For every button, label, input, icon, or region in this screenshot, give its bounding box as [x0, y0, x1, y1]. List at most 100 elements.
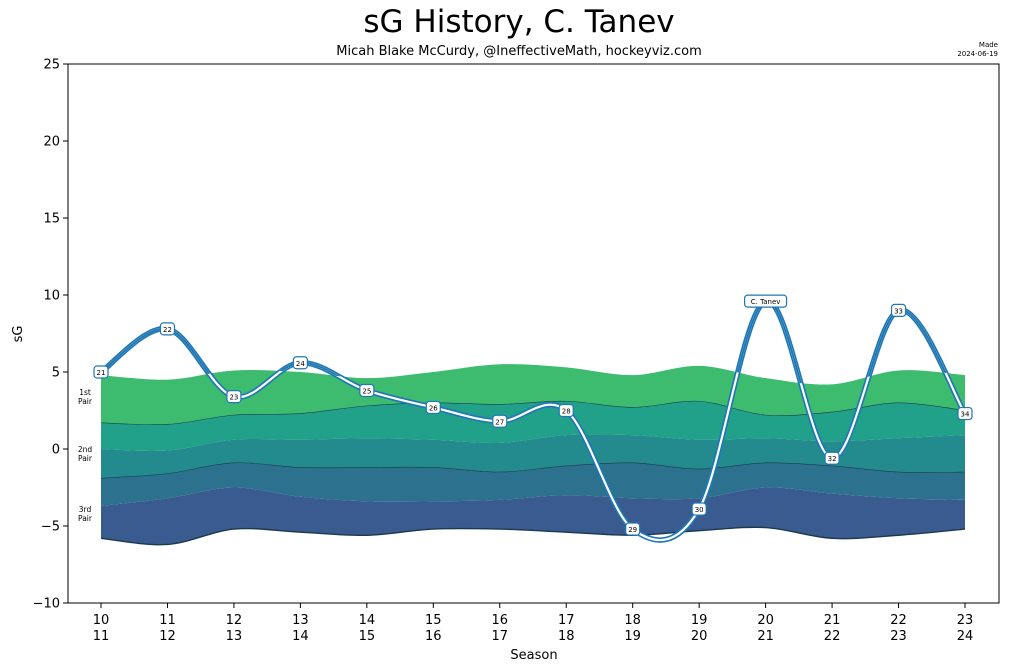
point-label-2: 23	[226, 390, 242, 404]
x-tick-label-bottom: 21	[757, 629, 774, 644]
x-tick-label-bottom: 14	[292, 629, 309, 644]
x-tick-label-top: 19	[691, 613, 708, 628]
point-label-text: 21	[97, 369, 106, 377]
point-label-9: 30	[691, 502, 707, 516]
point-label-box	[93, 365, 109, 379]
point-label-text: 29	[628, 526, 637, 534]
point-label-1: 22	[159, 322, 176, 336]
plot-frame	[67, 63, 1000, 604]
band-label-3: 3rd Pair	[78, 505, 93, 523]
chart-subtitle: Micah Blake McCurdy, @IneffectiveMath, h…	[336, 44, 702, 59]
x-tick-label-bottom: 23	[890, 629, 907, 644]
x-tick-label-bottom: 18	[558, 629, 575, 644]
point-label-box	[492, 414, 508, 428]
point-label-box	[359, 383, 375, 398]
point-label-text: 33	[894, 307, 903, 315]
point-label-box	[159, 322, 176, 336]
point-label-text: 30	[695, 506, 704, 514]
x-tick-label-top: 12	[226, 613, 243, 628]
point-label-box	[292, 356, 308, 370]
point-label-box	[744, 294, 788, 308]
x-tick-label-top: 23	[957, 613, 974, 628]
x-axis-label: Season	[510, 648, 557, 663]
y-tick-label: −10	[33, 597, 60, 612]
x-tick-label-bottom: 11	[93, 629, 110, 644]
band-divider-2nd	[100, 462, 966, 479]
point-label-10: C. Tanev	[744, 294, 788, 308]
band-3rd-pair	[101, 487, 965, 545]
point-label-4: 25	[359, 383, 375, 398]
x-tick-label-bottom: 24	[957, 629, 974, 644]
band-2nd-pair-lower	[101, 462, 965, 506]
point-label-box	[890, 303, 907, 317]
point-label-text: 23	[229, 394, 238, 402]
point-label-3: 24	[292, 356, 308, 370]
made-date: 2024-06-19	[957, 50, 998, 58]
y-tick-label: 10	[43, 289, 60, 304]
point-label-11: 32	[824, 451, 840, 465]
point-label-text: 32	[828, 455, 837, 463]
x-tick-label-bottom: 13	[226, 629, 243, 644]
axes: −10−505101520251011111212131314141515161…	[33, 58, 1000, 644]
x-tick-label-bottom: 12	[159, 629, 176, 644]
series-layer: 21 22 23 24 25 26 27 28 29 30 C. Tanev 32 33 34	[93, 294, 973, 543]
point-label-12: 33	[890, 303, 907, 317]
point-label-7: 28	[558, 403, 574, 418]
point-label-box	[957, 406, 973, 421]
band-divider-1st	[100, 400, 966, 426]
point-label-0: 21	[93, 365, 109, 379]
x-tick-label-top: 10	[93, 613, 110, 628]
x-tick-label-bottom: 22	[824, 629, 841, 644]
point-label-text: 34	[961, 411, 970, 419]
band-label-2: 2nd Pair	[78, 445, 93, 463]
x-tick-label-bottom: 20	[691, 629, 708, 644]
pair-bands	[100, 364, 966, 546]
band-1st-pair-lower	[101, 401, 965, 451]
point-label-8: 29	[625, 522, 641, 536]
point-label-box	[824, 451, 840, 465]
point-label-6: 27	[492, 414, 508, 428]
x-tick-label-top: 21	[824, 613, 841, 628]
point-label-text: 22	[163, 326, 172, 334]
x-tick-label-top: 13	[292, 613, 309, 628]
y-tick-label: −5	[41, 520, 60, 535]
x-tick-label-bottom: 16	[425, 629, 442, 644]
x-tick-label-bottom: 19	[624, 629, 641, 644]
band-label-1: 1st Pair	[78, 388, 93, 406]
y-tick-label: 0	[52, 443, 60, 458]
point-label-text: 26	[429, 404, 438, 412]
y-tick-label: 15	[43, 212, 60, 227]
x-tick-label-top: 11	[159, 613, 176, 628]
band-bottom-edge	[100, 526, 966, 546]
point-label-box	[558, 403, 574, 418]
x-tick-label-bottom: 15	[359, 629, 376, 644]
point-label-box	[226, 390, 242, 404]
x-tick-label-top: 15	[425, 613, 442, 628]
x-tick-label-top: 22	[890, 613, 907, 628]
point-label-5: 26	[425, 400, 441, 415]
x-tick-label-bottom: 17	[491, 629, 508, 644]
point-label-box	[625, 522, 641, 536]
chart-title: sG History, C. Tanev	[363, 4, 675, 40]
point-label-text: 24	[296, 360, 305, 368]
point-label-text: 25	[362, 387, 371, 395]
point-label-box	[691, 502, 707, 516]
x-tick-label-top: 14	[359, 613, 376, 628]
point-label-text: 27	[495, 418, 504, 426]
x-tick-label-top: 17	[558, 613, 575, 628]
made-label: Made	[978, 41, 998, 49]
band-2nd-pair-upper	[101, 434, 965, 479]
x-tick-label-top: 18	[624, 613, 641, 628]
y-tick-label: 25	[43, 58, 60, 73]
made-stamp: Made 2024-06-19	[957, 41, 998, 59]
y-tick-label: 20	[43, 135, 60, 150]
x-tick-label-top: 20	[757, 613, 774, 628]
y-tick-label: 5	[52, 366, 60, 381]
x-tick-label-top: 16	[491, 613, 508, 628]
point-label-box	[425, 400, 441, 415]
point-label-text: 28	[562, 408, 571, 416]
point-label-text: C. Tanev	[751, 298, 781, 306]
pair-band-labels: 1st Pair 2nd Pair 3rd Pair	[78, 388, 93, 523]
band-1st-pair-upper	[101, 364, 965, 425]
